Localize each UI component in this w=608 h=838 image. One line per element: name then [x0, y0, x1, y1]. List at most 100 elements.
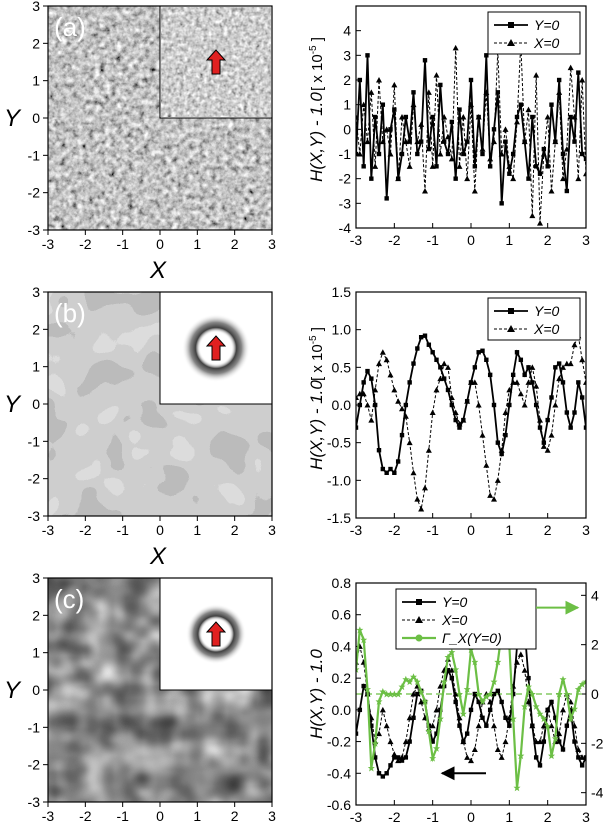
data-point — [491, 138, 497, 145]
data-point — [537, 220, 543, 226]
map-y-tick-label: -2 — [28, 471, 41, 487]
series-line-solid-square — [356, 334, 586, 475]
map-x-tick-label: -1 — [116, 808, 129, 824]
data-point — [509, 715, 517, 723]
data-point — [356, 394, 359, 400]
data-point — [495, 688, 501, 694]
data-point — [506, 386, 513, 393]
plot-x-tick-label: -3 — [350, 232, 363, 248]
data-point — [544, 447, 551, 453]
data-point — [564, 188, 570, 194]
data-point — [564, 410, 570, 415]
plot-x-tick-label: 2 — [544, 232, 552, 248]
data-point — [517, 651, 524, 657]
data-point — [560, 151, 566, 157]
data-point — [392, 470, 397, 475]
plot-y2-tick-label: 0 — [591, 686, 599, 702]
data-point — [399, 432, 405, 438]
data-point — [468, 379, 474, 385]
data-point — [407, 139, 412, 144]
data-point — [526, 176, 531, 181]
data-point — [376, 77, 382, 83]
data-point — [407, 380, 412, 385]
data-point — [571, 114, 578, 120]
density-maps: (a) -3 -2 -1 0 1 2 3 3 2 1 0 -1 -2 -3 X Y (b) -3 -2 -1 0 1 2 3 3 2… — [4, 0, 276, 824]
series-group — [356, 40, 586, 226]
data-point — [556, 89, 563, 95]
plot-y-tick-label: 4 — [343, 23, 351, 39]
plot-x-tick-label: 3 — [582, 522, 590, 538]
data-point — [575, 175, 582, 182]
data-point — [413, 678, 421, 686]
plot-y-tick-label: 0.2 — [332, 670, 352, 686]
data-point — [510, 379, 517, 385]
data-point — [560, 747, 566, 752]
map-y-tick-label: -1 — [28, 433, 41, 449]
data-point — [541, 146, 547, 152]
data-point — [552, 402, 559, 408]
data-point — [356, 151, 359, 157]
data-point — [361, 164, 366, 169]
map-x-tick-label: 0 — [156, 808, 164, 824]
data-point — [480, 151, 485, 157]
data-point — [402, 413, 409, 419]
data-point — [445, 668, 451, 673]
data-point — [463, 685, 471, 693]
data-point — [460, 114, 467, 120]
data-point — [434, 731, 439, 736]
plot-y-tick-label: 2 — [343, 72, 351, 88]
data-point — [568, 707, 573, 713]
data-point — [567, 715, 575, 723]
data-point — [495, 90, 501, 95]
data-point — [436, 715, 444, 723]
data-point — [418, 335, 424, 340]
data-point — [391, 386, 398, 393]
plot-y-axis-label: H(X,Y) - 1.0 — [307, 649, 326, 739]
data-point — [395, 755, 401, 760]
plot-x-tick-label: 2 — [544, 522, 552, 538]
legend-marker — [415, 634, 423, 642]
map-y-tick-label: 1 — [32, 73, 40, 89]
data-point — [417, 688, 425, 696]
map-x-tick-label: -2 — [79, 522, 92, 538]
data-point — [368, 417, 375, 423]
data-point — [376, 730, 382, 737]
data-point — [575, 746, 582, 752]
data-point — [434, 164, 439, 169]
data-point — [453, 417, 458, 423]
data-point — [403, 755, 409, 760]
data-point — [384, 196, 389, 201]
data-point — [356, 731, 359, 736]
plot-x-tick-label: 3 — [582, 809, 590, 825]
data-point — [556, 77, 562, 83]
data-point — [518, 102, 524, 107]
data-point — [360, 636, 368, 644]
plot-y-tick-label: -1 — [339, 146, 352, 162]
data-point — [498, 151, 505, 157]
data-point — [525, 106, 532, 113]
map-x-tick-label: 1 — [193, 522, 201, 538]
data-point — [441, 376, 447, 381]
data-point — [426, 146, 432, 152]
legend-marker — [508, 308, 514, 314]
data-point — [411, 715, 416, 720]
data-point — [510, 151, 516, 157]
plot-y-tick-label: -2 — [339, 171, 352, 187]
map-y-tick-label: -3 — [28, 508, 41, 524]
data-point — [507, 723, 512, 728]
data-point — [456, 690, 463, 698]
data-point — [579, 763, 585, 768]
map-x-tick-label: -2 — [79, 808, 92, 824]
data-point — [553, 365, 558, 370]
data-point — [468, 707, 474, 713]
panel-label: (c) — [54, 584, 84, 614]
data-point — [357, 402, 363, 408]
data-point — [410, 101, 417, 108]
data-point — [484, 53, 489, 58]
data-point — [391, 81, 398, 88]
plot-y-tick-label: -0.4 — [327, 765, 351, 781]
plot-y-tick-label: 0.8 — [332, 575, 352, 591]
map-y-axis-label: Y — [4, 391, 22, 418]
data-point — [369, 376, 374, 381]
map-y-tick-label: 1 — [32, 645, 40, 661]
